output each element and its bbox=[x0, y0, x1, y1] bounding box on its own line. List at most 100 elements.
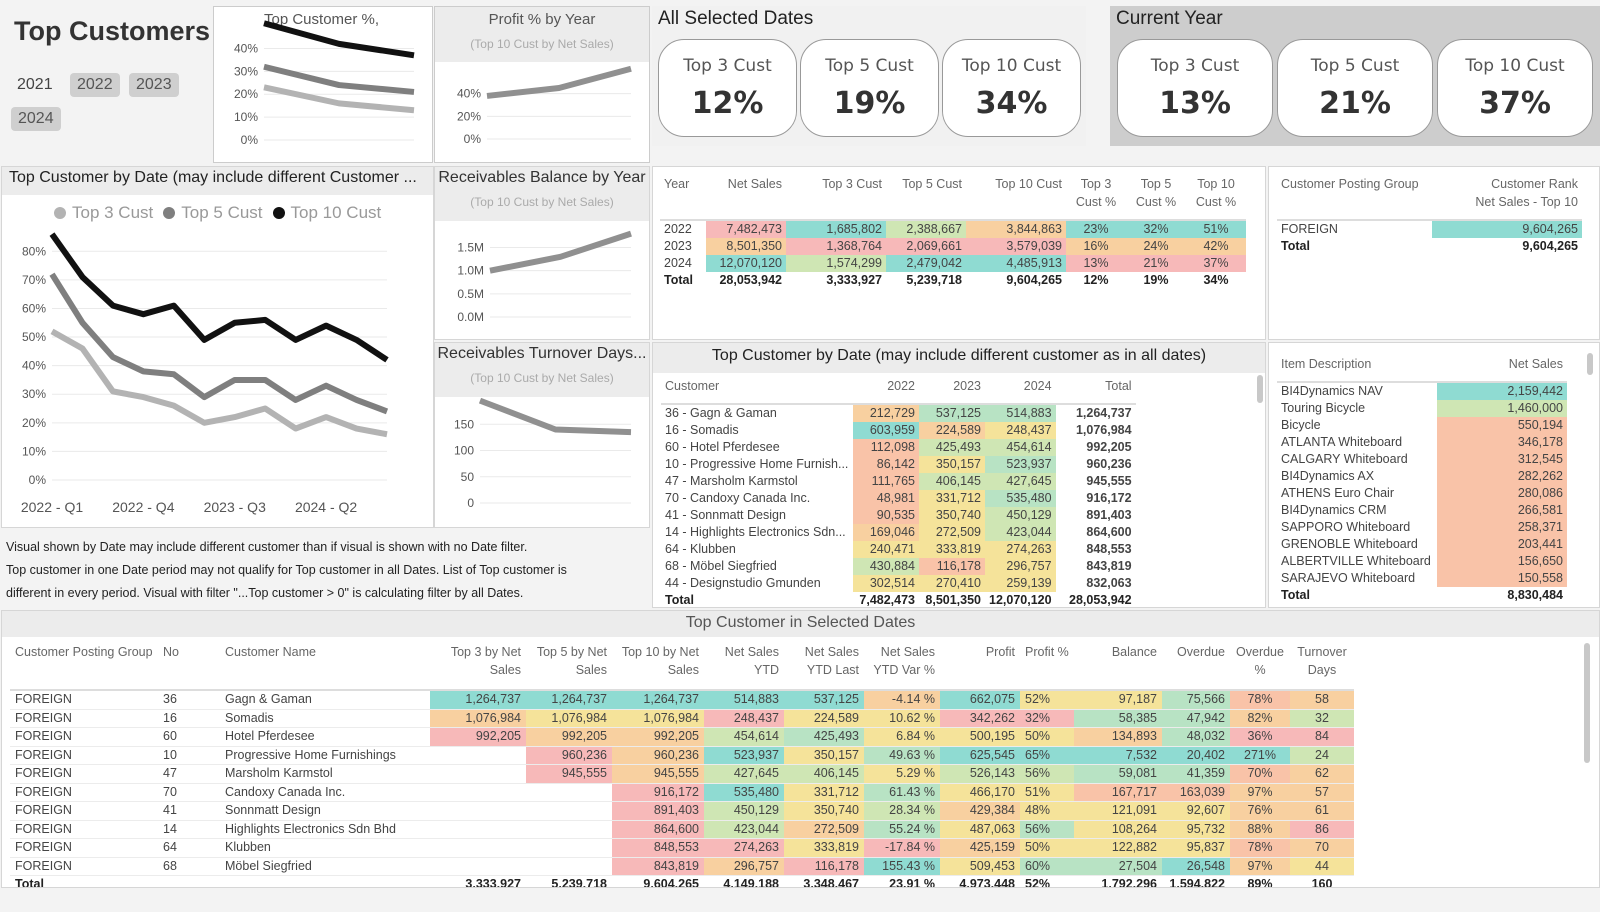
table-cell: 1,076,984 bbox=[1075, 423, 1132, 437]
table-row[interactable]: FOREIGN 70 Candoxy Canada Inc. 916,172 535,4… bbox=[10, 783, 1354, 802]
table-row[interactable]: BI4Dynamics NAV 2,159,442 bbox=[1277, 382, 1567, 400]
kpi-card-top10[interactable]: Top 10 Cust 37% bbox=[1437, 39, 1593, 137]
column-header[interactable]: Top 5 by Net Sales bbox=[536, 645, 607, 677]
table-row[interactable]: 60 - Hotel Pferdesee 112,098 425,493 454,61… bbox=[661, 439, 1136, 456]
series-line-profit-[interactable] bbox=[486, 65, 632, 99]
table-row[interactable]: 47 - Marsholm Karmstol 111,765 406,145 427,… bbox=[661, 473, 1136, 490]
table-row[interactable]: FOREIGN 36 Gagn & Gaman 1,264,737 1,264,737 1… bbox=[10, 690, 1354, 710]
column-header[interactable]: Customer Rank Net Sales - Top 10 bbox=[1475, 177, 1578, 209]
column-header[interactable]: Net Sales YTD Var % bbox=[873, 645, 935, 677]
table-row[interactable]: BI4Dynamics CRM 266,581 bbox=[1277, 502, 1567, 519]
column-header[interactable]: Top 10 by Net Sales bbox=[621, 645, 699, 677]
column-header[interactable]: Year bbox=[664, 177, 690, 191]
table-row[interactable]: FOREIGN 9,604,265 bbox=[1277, 220, 1582, 238]
legend-item[interactable]: Top 10 Cust bbox=[290, 203, 382, 222]
table-cell: 960,236 bbox=[1086, 457, 1132, 471]
column-header[interactable]: Customer Posting Group bbox=[15, 645, 153, 659]
column-header[interactable]: Net Sales YTD bbox=[724, 645, 779, 677]
table-row[interactable]: BI4Dynamics AX 282,262 bbox=[1277, 468, 1567, 485]
legend-item[interactable]: Top 3 Cust bbox=[72, 203, 154, 222]
table-row[interactable]: FOREIGN 41 Sonnmatt Design 891,403 450,129 35… bbox=[10, 801, 1354, 821]
column-header[interactable]: Overdue bbox=[1177, 645, 1225, 659]
column-header[interactable]: Top 10 Cust % bbox=[1195, 177, 1237, 209]
table-row[interactable]: 16 - Somadis 603,959 224,589 248,437 1,076,9… bbox=[661, 422, 1136, 439]
column-header[interactable]: Net Sales YTD Last bbox=[804, 645, 859, 677]
column-header[interactable]: 2023 bbox=[953, 379, 981, 393]
slicer-year-2021[interactable]: 2021 bbox=[17, 76, 53, 93]
table-row[interactable]: 64 - Klubben 240,471 333,819 274,263 848,553 bbox=[661, 541, 1136, 558]
column-header[interactable]: Profit % bbox=[1025, 645, 1069, 659]
column-header[interactable]: Net Sales bbox=[727, 177, 782, 191]
kpi-card-top5[interactable]: Top 5 Cust 21% bbox=[1277, 39, 1433, 137]
column-header[interactable]: Net Sales bbox=[1508, 357, 1563, 371]
table-row[interactable]: Touring Bicycle 1,460,000 bbox=[1277, 400, 1567, 417]
column-header[interactable]: Turnover Days bbox=[1297, 645, 1347, 677]
table-row[interactable]: ATLANTA Whiteboard 346,178 bbox=[1277, 434, 1567, 451]
table-cell: 425,159 bbox=[940, 838, 1020, 858]
kpi-card-top3[interactable]: Top 3 Cust 13% bbox=[1117, 39, 1273, 137]
table-row[interactable]: GRENOBLE Whiteboard 203,441 bbox=[1277, 536, 1567, 553]
slicer-year-2022[interactable]: 2022 bbox=[70, 73, 120, 97]
table-row[interactable]: 44 - Designstudio Gmunden 302,514 270,410 2… bbox=[661, 575, 1136, 592]
column-header[interactable]: Top 3 Cust bbox=[822, 177, 882, 191]
table-row[interactable]: Bicycle 550,194 bbox=[1277, 417, 1567, 434]
table-row[interactable]: ALBERTVILLE Whiteboard 156,650 bbox=[1277, 553, 1567, 570]
table-row[interactable]: 41 - Sonnmatt Design 90,535 350,740 450,129… bbox=[661, 507, 1136, 524]
column-header[interactable]: Overdue% bbox=[1236, 645, 1284, 677]
table-cell: 3,579,039 bbox=[966, 238, 1066, 255]
table-row[interactable]: SAPPORO Whiteboard 258,371 bbox=[1277, 519, 1567, 536]
legend-item[interactable]: Top 5 Cust bbox=[181, 203, 263, 222]
table-row[interactable]: 10 - Progressive Home Furnish... 86,142 35… bbox=[661, 456, 1136, 473]
table-row[interactable]: 2022 7,482,473 1,685,802 2,388,667 3,844,863… bbox=[660, 220, 1246, 238]
scrollbar[interactable] bbox=[1584, 643, 1590, 763]
table-row[interactable]: 2024 12,070,120 1,574,299 2,479,042 4,485,91… bbox=[660, 255, 1246, 272]
slicer-year-2024[interactable]: 2024 bbox=[11, 107, 61, 131]
table-row[interactable]: FOREIGN 10 Progressive Home Furnishings 960… bbox=[10, 746, 1354, 765]
column-header[interactable]: Top 10 Cust bbox=[995, 177, 1062, 191]
column-header[interactable]: Customer bbox=[665, 379, 720, 393]
column-header[interactable]: No bbox=[163, 645, 179, 659]
column-header[interactable]: Top 3 by Net Sales bbox=[450, 645, 521, 677]
table-row[interactable]: 70 - Candoxy Canada Inc. 48,981 331,712 535… bbox=[661, 490, 1136, 507]
column-header[interactable]: Profit bbox=[985, 645, 1015, 659]
table-row[interactable]: ATHENS Euro Chair 280,086 bbox=[1277, 485, 1567, 502]
scrollbar[interactable] bbox=[1257, 375, 1263, 403]
series-line-balance-m-[interactable] bbox=[489, 230, 632, 274]
series-line-top-5-cust[interactable] bbox=[49, 272, 389, 415]
column-header[interactable]: Top 5 Cust bbox=[902, 177, 962, 191]
table-row[interactable]: FOREIGN 14 Highlights Electronics Sdn Bhd 8… bbox=[10, 820, 1354, 839]
series-line-top-10-cust[interactable] bbox=[49, 232, 389, 363]
table-row[interactable]: 2023 8,501,350 1,368,764 2,069,661 3,579,039… bbox=[660, 238, 1246, 255]
series-line-top-5-cust[interactable] bbox=[263, 63, 415, 95]
table-row[interactable]: FOREIGN 60 Hotel Pferdesee 992,205 992,205 99… bbox=[10, 727, 1354, 747]
series-line-turnover-days[interactable] bbox=[478, 397, 632, 436]
table-row[interactable]: 68 - Möbel Siegfried 430,884 116,178 296,75… bbox=[661, 558, 1136, 575]
column-header[interactable]: Customer Name bbox=[225, 645, 316, 659]
kpi-card-top3[interactable]: Top 3 Cust 12% bbox=[658, 39, 797, 137]
table-row[interactable]: FOREIGN 68 Möbel Siegfried 843,819 296,757 11… bbox=[10, 857, 1354, 876]
series-line-top-10-cust[interactable] bbox=[263, 20, 415, 59]
table-cell: 500,195 bbox=[940, 727, 1020, 747]
table-row[interactable]: CALGARY Whiteboard 312,545 bbox=[1277, 451, 1567, 468]
table-row[interactable]: SARAJEVO Whiteboard 150,558 bbox=[1277, 570, 1567, 587]
table-row[interactable]: FOREIGN 16 Somadis 1,076,984 1,076,984 1,076,… bbox=[10, 709, 1354, 728]
slicer-year-2023[interactable]: 2023 bbox=[129, 73, 179, 97]
table-row[interactable]: 14 - Highlights Electronics Sdn... 169,04… bbox=[661, 524, 1136, 541]
column-header[interactable]: Total bbox=[1105, 379, 1132, 393]
column-header[interactable]: Item Description bbox=[1281, 357, 1372, 371]
table-row[interactable]: FOREIGN 64 Klubben 848,553 274,263 333,819 -17… bbox=[10, 838, 1354, 858]
column-header[interactable]: 2022 bbox=[887, 379, 915, 393]
series-line-top-3-cust[interactable] bbox=[50, 328, 388, 438]
table-row[interactable]: 36 - Gagn & Gaman 212,729 537,125 514,883 1,… bbox=[661, 404, 1136, 422]
column-header[interactable]: Top 5 Cust % bbox=[1135, 177, 1177, 209]
kpi-card-top10[interactable]: Top 10 Cust 34% bbox=[942, 39, 1081, 137]
column-header[interactable]: Customer Posting Group bbox=[1281, 177, 1419, 191]
table-row[interactable]: FOREIGN 47 Marsholm Karmstol 945,555 945,555… bbox=[10, 764, 1354, 784]
scrollbar[interactable] bbox=[1587, 353, 1593, 375]
column-header[interactable]: Balance bbox=[1111, 645, 1157, 659]
kpi-card-top5[interactable]: Top 5 Cust 19% bbox=[800, 39, 939, 137]
column-header[interactable]: 2024 bbox=[1023, 379, 1052, 393]
table-cell: 82% bbox=[1230, 709, 1290, 728]
column-header[interactable]: Top 3 Cust % bbox=[1075, 177, 1117, 209]
table-cell: 56% bbox=[1020, 764, 1074, 784]
